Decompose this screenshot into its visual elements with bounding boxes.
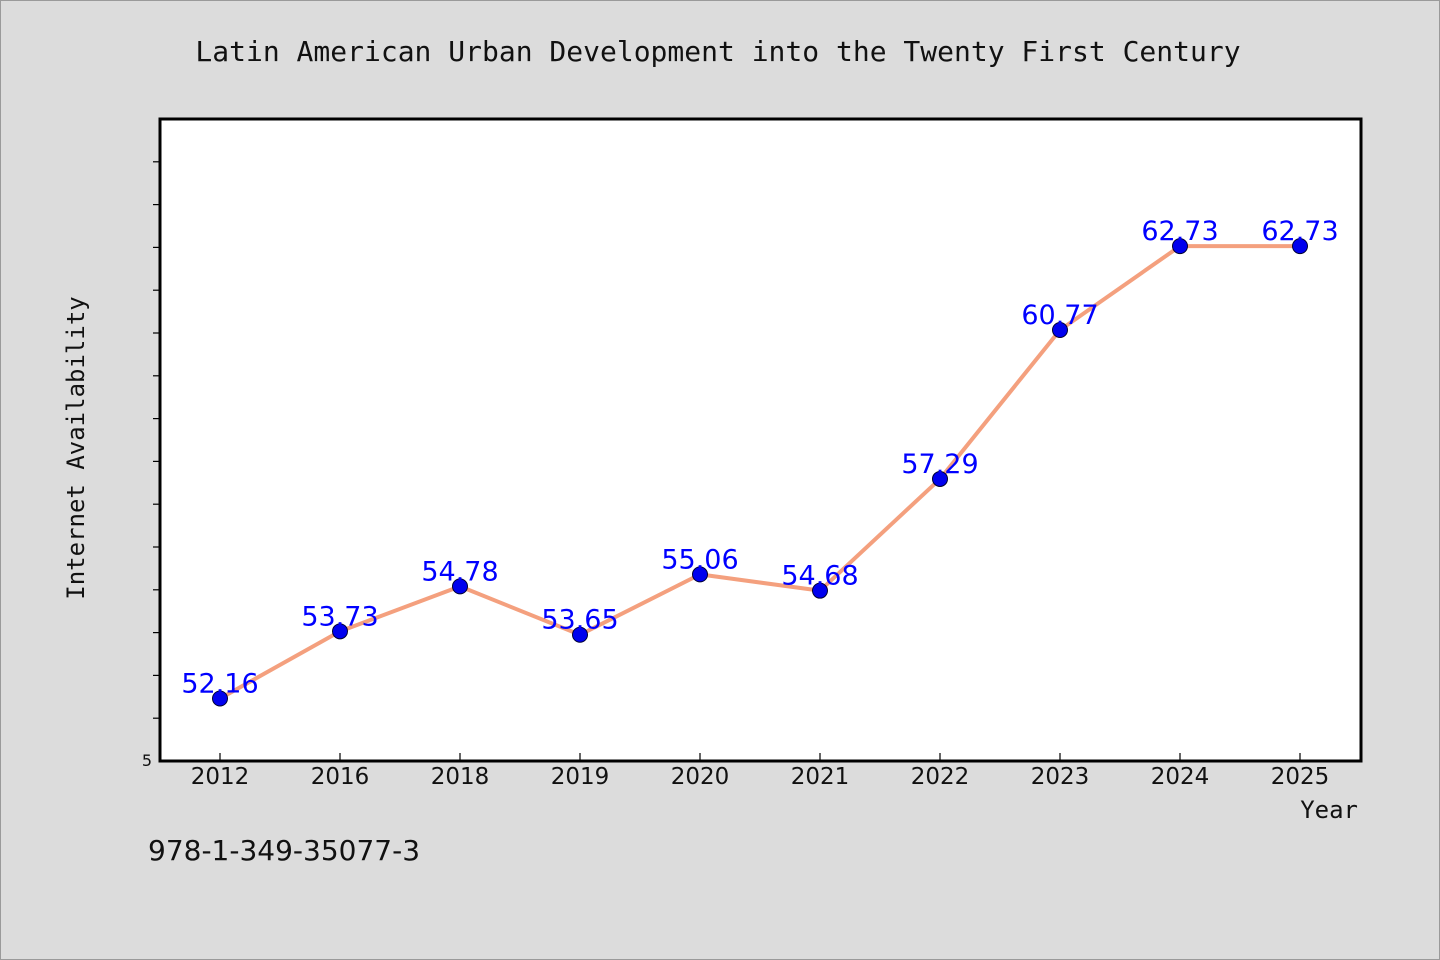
- x-tick-label: 2012: [191, 764, 250, 790]
- isbn-code: 978-1-349-35077-3: [148, 834, 421, 867]
- series-group: 52.16 53.73 54.78 53.65 55.06 54.68 57.29 60.77…: [181, 216, 1339, 707]
- x-tick-label: 2018: [431, 764, 490, 790]
- series-line: [219, 244, 1300, 701]
- data-label: 55.06: [661, 544, 738, 575]
- data-point: [572, 626, 588, 643]
- data-label: 53.73: [301, 601, 378, 632]
- data-point: [1292, 238, 1308, 255]
- x-tick-label: 2020: [671, 764, 730, 790]
- x-tick-label: 2025: [1271, 764, 1330, 790]
- x-axis-ticks: 2012 2016 2018 2019 2020 2021 2022 2023 2024 2025: [191, 753, 1330, 790]
- data-point: [212, 690, 228, 707]
- data-label: 54.78: [421, 556, 498, 587]
- data-label: 62.73: [1141, 216, 1218, 247]
- y-axis-label: Internet Availability: [62, 296, 90, 599]
- data-label: 53.65: [541, 605, 618, 636]
- x-axis-label: Year: [1300, 796, 1358, 824]
- data-point: [332, 623, 348, 640]
- x-tick-label: 2022: [911, 764, 970, 790]
- data-label: 62.73: [1261, 216, 1338, 247]
- chart-title: Latin American Urban Development into th…: [195, 35, 1240, 68]
- data-point: [452, 578, 468, 595]
- data-label: 60.77: [1021, 300, 1098, 331]
- x-tick-label: 2021: [791, 764, 850, 790]
- data-point: [1172, 238, 1188, 255]
- y-tick-label: 5: [142, 751, 152, 770]
- x-tick-label: 2024: [1151, 764, 1210, 790]
- data-point: [812, 582, 828, 599]
- x-tick-label: 2016: [311, 764, 370, 790]
- x-tick-label: 2023: [1031, 764, 1090, 790]
- plot-area: [158, 117, 1363, 763]
- y-axis-ticks: 5: [142, 161, 160, 770]
- data-label: 57.29: [901, 449, 978, 480]
- data-label: 54.68: [781, 561, 858, 592]
- x-tick-label: 2019: [551, 764, 610, 790]
- data-point: [692, 566, 708, 583]
- data-point: [1052, 322, 1068, 339]
- data-point: [932, 470, 948, 487]
- data-label: 52.16: [181, 669, 258, 700]
